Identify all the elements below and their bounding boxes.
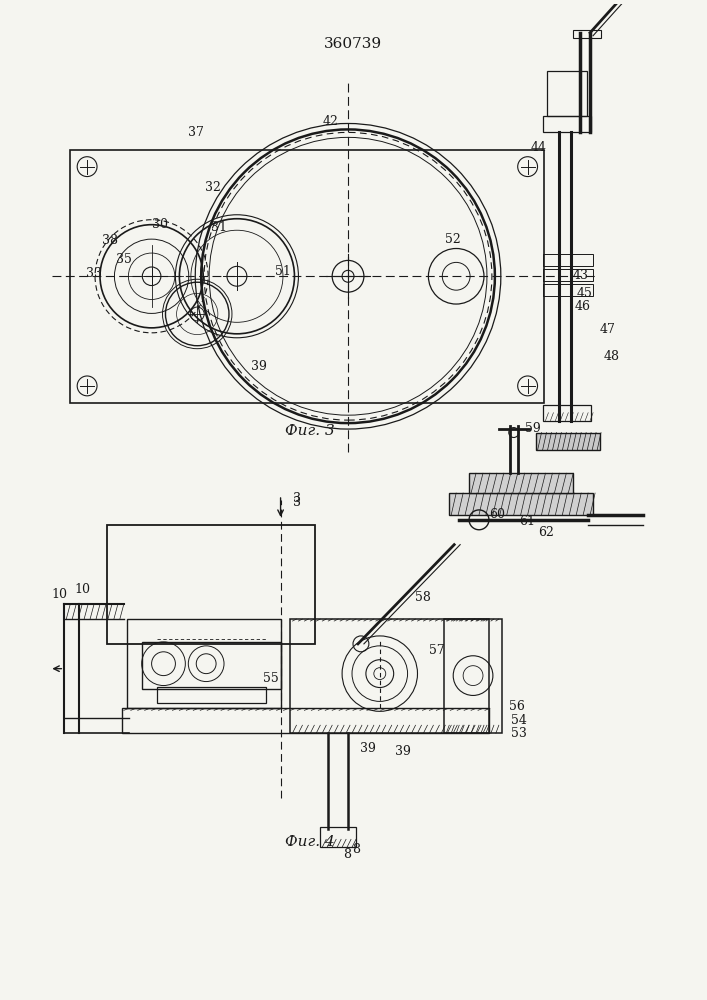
Text: 61: 61 (519, 515, 534, 528)
Text: 38: 38 (102, 234, 118, 247)
Text: 39: 39 (395, 745, 411, 758)
Text: 62: 62 (539, 526, 554, 539)
Text: 57: 57 (429, 644, 445, 657)
Bar (320, 827, 356, 847)
Text: 54: 54 (510, 714, 527, 727)
Text: 42: 42 (322, 115, 338, 128)
Text: 48: 48 (604, 350, 620, 363)
Text: 55: 55 (263, 672, 279, 685)
Bar (122, 708, 489, 733)
Text: 47: 47 (600, 323, 616, 336)
Text: 10: 10 (52, 588, 67, 601)
Bar (291, 619, 489, 733)
Bar (449, 493, 593, 515)
Bar (107, 525, 315, 644)
Text: 31: 31 (211, 221, 227, 234)
Bar (536, 433, 600, 450)
Text: 43: 43 (572, 269, 588, 282)
Text: 56: 56 (509, 700, 525, 713)
Text: 3: 3 (293, 496, 301, 509)
Text: 32: 32 (205, 181, 221, 194)
Text: 46: 46 (574, 300, 590, 313)
Text: 10: 10 (74, 583, 90, 596)
Bar (573, 30, 601, 38)
Text: 33: 33 (86, 267, 102, 280)
Text: 8: 8 (352, 843, 360, 856)
Bar (544, 405, 591, 421)
Text: 59: 59 (525, 422, 540, 435)
Bar (544, 284, 593, 296)
Text: 8: 8 (343, 848, 351, 861)
Bar (444, 619, 502, 733)
Bar (544, 116, 591, 132)
Text: 360739: 360739 (324, 37, 382, 51)
Bar (70, 150, 544, 403)
Bar (141, 642, 281, 689)
Text: 39: 39 (360, 742, 376, 755)
Bar (544, 254, 593, 266)
Text: Фиг. 3: Фиг. 3 (286, 424, 335, 438)
Text: 58: 58 (414, 591, 431, 604)
Bar (547, 71, 587, 116)
Text: 3: 3 (293, 492, 301, 505)
Text: 37: 37 (188, 126, 204, 139)
Text: 39: 39 (251, 360, 267, 373)
Bar (127, 619, 281, 708)
Bar (469, 473, 573, 493)
Bar (156, 687, 266, 703)
Text: 44: 44 (530, 141, 547, 154)
Text: 52: 52 (445, 233, 461, 246)
Bar (544, 269, 593, 281)
Text: 60: 60 (489, 508, 505, 521)
Text: 53: 53 (510, 727, 527, 740)
Text: 35: 35 (116, 253, 132, 266)
Text: 45: 45 (576, 287, 592, 300)
Text: 30: 30 (151, 218, 168, 231)
Text: Фиг. 4: Фиг. 4 (286, 835, 335, 849)
Text: 51: 51 (274, 265, 291, 278)
